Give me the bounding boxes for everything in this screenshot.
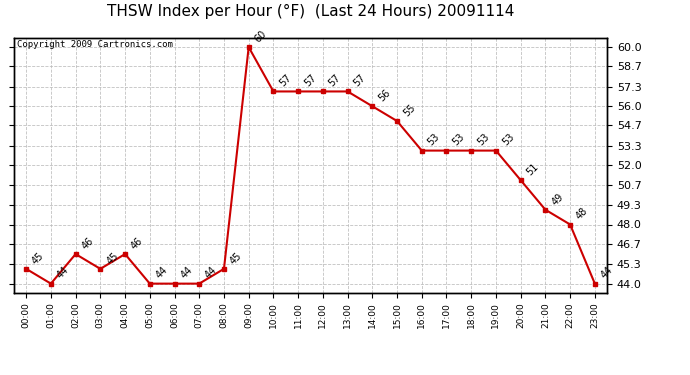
Text: 44: 44 xyxy=(179,265,195,281)
Text: 51: 51 xyxy=(525,162,541,177)
Text: 57: 57 xyxy=(302,73,318,88)
Text: 48: 48 xyxy=(574,206,590,222)
Text: 57: 57 xyxy=(277,73,293,88)
Text: 49: 49 xyxy=(549,191,565,207)
Text: 45: 45 xyxy=(228,250,244,266)
Text: 46: 46 xyxy=(129,236,145,251)
Text: 53: 53 xyxy=(451,132,466,148)
Text: 60: 60 xyxy=(253,28,268,44)
Text: 44: 44 xyxy=(55,265,71,281)
Text: 53: 53 xyxy=(500,132,516,148)
Text: 44: 44 xyxy=(204,265,219,281)
Text: 57: 57 xyxy=(327,73,343,88)
Text: THSW Index per Hour (°F)  (Last 24 Hours) 20091114: THSW Index per Hour (°F) (Last 24 Hours)… xyxy=(107,4,514,19)
Text: 45: 45 xyxy=(104,250,120,266)
Text: 53: 53 xyxy=(475,132,491,148)
Text: 55: 55 xyxy=(401,102,417,118)
Text: 44: 44 xyxy=(599,265,615,281)
Text: 53: 53 xyxy=(426,132,442,148)
Text: 56: 56 xyxy=(377,88,393,104)
Text: 45: 45 xyxy=(30,250,46,266)
Text: 44: 44 xyxy=(154,265,170,281)
Text: 57: 57 xyxy=(352,73,368,88)
Text: Copyright 2009 Cartronics.com: Copyright 2009 Cartronics.com xyxy=(17,40,172,49)
Text: 46: 46 xyxy=(80,236,95,251)
